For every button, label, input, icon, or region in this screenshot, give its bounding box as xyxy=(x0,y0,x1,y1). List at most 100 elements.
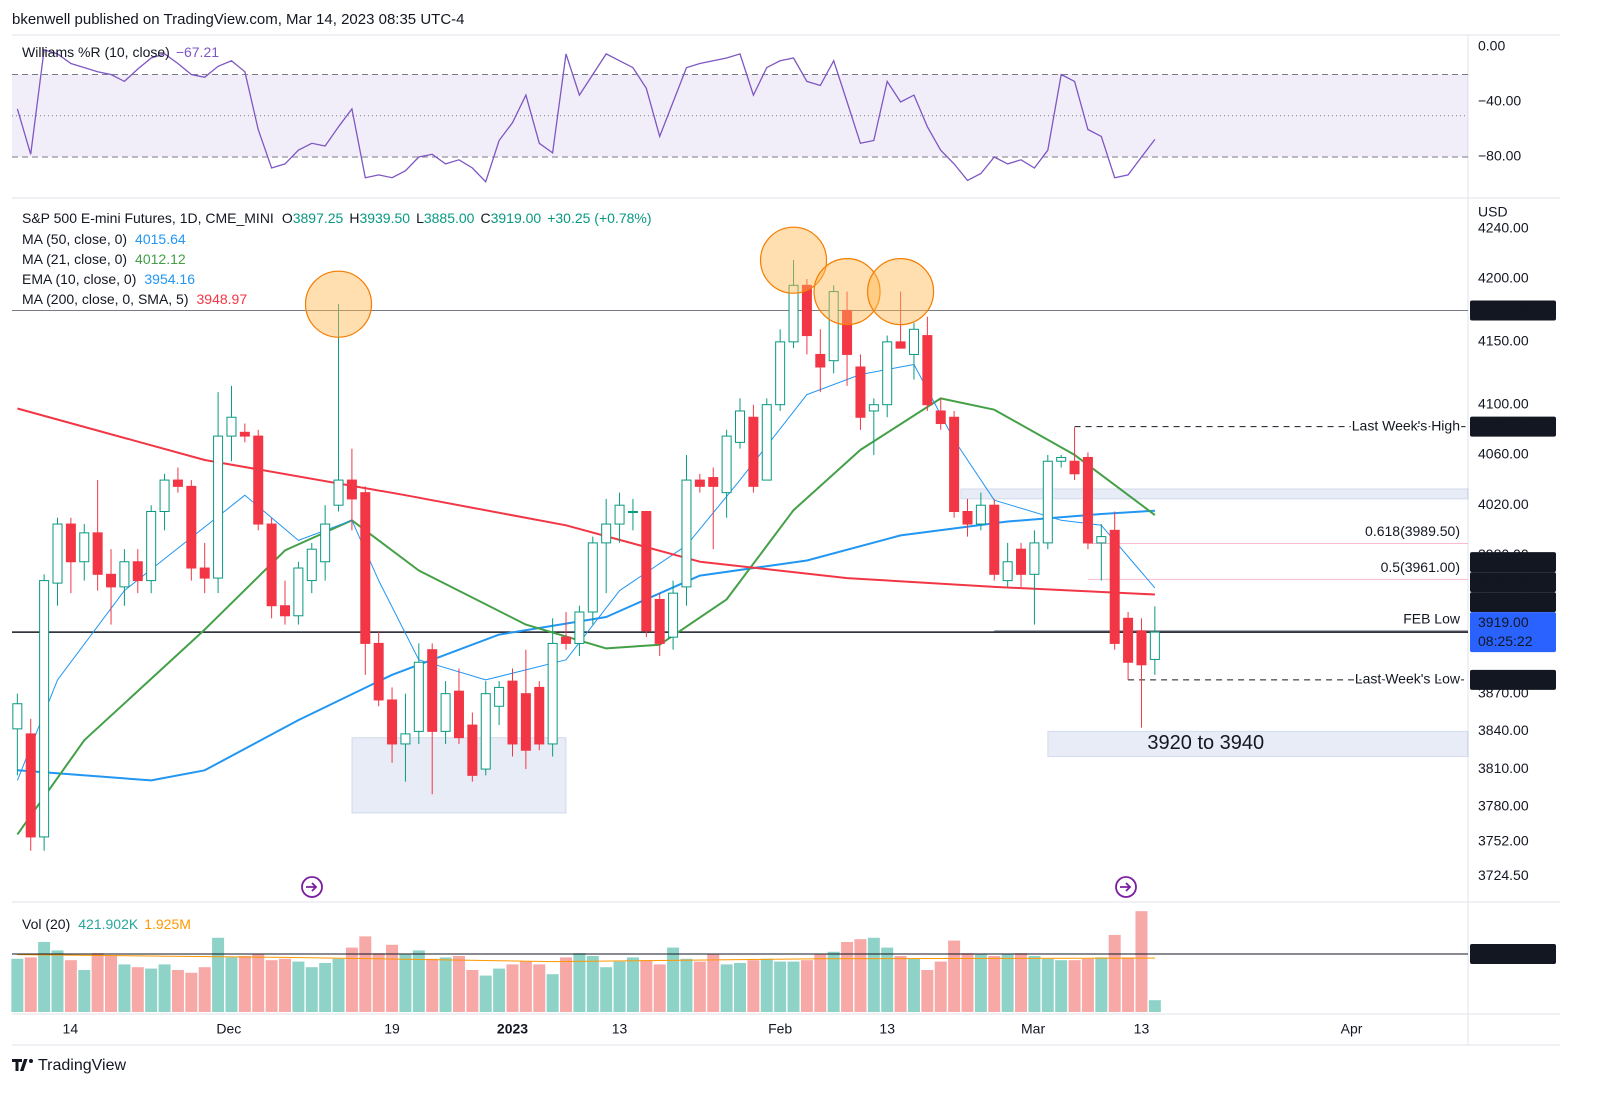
level-label: FEB Low xyxy=(1403,611,1461,627)
candle-body xyxy=(627,510,638,513)
volume-bar xyxy=(1068,960,1081,1012)
y-tick-label: −40.00 xyxy=(1478,93,1521,109)
volume-bar xyxy=(292,961,305,1012)
price-tag xyxy=(1470,552,1556,573)
candle-body xyxy=(400,733,411,745)
volume-bar xyxy=(613,961,626,1012)
legend-title: MA (50, close, 0) xyxy=(22,231,127,247)
volume-bar xyxy=(1055,960,1068,1012)
candle-body xyxy=(547,642,558,745)
volume-bar xyxy=(667,947,680,1012)
candle-body xyxy=(1056,456,1067,462)
volume-bar xyxy=(78,969,91,1012)
candle-body xyxy=(79,532,90,563)
price-legend: S&P 500 E-mini Futures, 1D, CME_MINI O389… xyxy=(22,210,652,226)
volume-bar xyxy=(881,947,894,1012)
candle-body xyxy=(587,542,598,613)
event-icon[interactable] xyxy=(301,876,323,898)
ma-legend: EMA (10, close, 0) 3954.16 xyxy=(22,271,195,287)
y-tick-label: 4100.00 xyxy=(1478,395,1529,411)
volume-bar xyxy=(1122,957,1135,1012)
y-tick-label: 4200.00 xyxy=(1478,270,1529,286)
candle-body xyxy=(882,341,893,406)
zone-label: 3920 to 3940 xyxy=(1147,732,1264,754)
ma-legend: MA (50, close, 0) 4015.64 xyxy=(22,231,186,247)
legend-title: S&P 500 E-mini Futures, 1D, CME_MINI xyxy=(22,210,274,226)
candle-body xyxy=(788,284,799,343)
frame xyxy=(12,34,1560,1046)
volume-bar xyxy=(452,955,465,1012)
ohlc-key: H xyxy=(349,210,359,226)
volume-panel: Vol (20) 421.902K 1.925M xyxy=(11,911,1468,1012)
volume-bar xyxy=(961,953,974,1012)
volume-bar xyxy=(1028,955,1041,1012)
volume-bar xyxy=(305,967,318,1012)
legend-value: −67.21 xyxy=(176,44,219,60)
candle-body xyxy=(1136,630,1147,666)
highlight-circle xyxy=(304,270,373,338)
volume-bar xyxy=(934,961,947,1012)
volume-bar xyxy=(225,957,238,1012)
volume-bar xyxy=(38,941,51,1012)
y-tick-label: 4060.00 xyxy=(1478,446,1529,462)
candle-body xyxy=(306,548,317,582)
legend-title: Williams %R (10, close) xyxy=(22,44,170,60)
price-zone xyxy=(1047,730,1469,758)
volume-bar xyxy=(800,960,813,1012)
event-icon[interactable] xyxy=(1115,876,1137,898)
candle-body xyxy=(293,567,304,617)
y-tick-label: 4150.00 xyxy=(1478,333,1529,349)
candle-body xyxy=(708,477,719,487)
moving-average xyxy=(17,407,1155,596)
volume-bar xyxy=(11,958,24,1012)
volume-bar xyxy=(867,937,880,1012)
y-tick-label: 3810.00 xyxy=(1478,760,1529,776)
candle-body xyxy=(1149,631,1160,660)
candle-body xyxy=(922,335,933,406)
volume-bar xyxy=(693,961,706,1012)
price-tag xyxy=(1470,572,1556,593)
volume-bar xyxy=(279,958,291,1012)
volume-bar xyxy=(426,958,439,1012)
volume-ma xyxy=(17,954,1155,963)
candle-body xyxy=(146,510,157,582)
candle-body xyxy=(480,693,491,770)
volume-bar xyxy=(131,967,144,1012)
legend-title: Vol (20) xyxy=(22,916,70,932)
legend-value: 4012.12 xyxy=(135,251,186,267)
candle-body xyxy=(1016,548,1027,575)
candle-body xyxy=(614,504,625,525)
candle-body xyxy=(520,693,531,751)
volume-bar xyxy=(185,972,198,1012)
candle-body xyxy=(694,479,705,487)
highlight-circle xyxy=(759,226,828,294)
volume-bar xyxy=(1148,1000,1161,1012)
volume-bar xyxy=(252,954,265,1012)
legend-title: MA (200, close, 0, SMA, 5) xyxy=(22,291,189,307)
y-tick-label: 0.00 xyxy=(1478,38,1505,54)
y-tick-label: 4240.00 xyxy=(1478,219,1529,235)
event-icon-arrow xyxy=(1120,882,1132,892)
candle-body xyxy=(855,366,866,418)
legend-value: 4015.64 xyxy=(135,231,186,247)
y-tick-label: 3724.50 xyxy=(1478,867,1529,883)
volume-bar xyxy=(51,950,64,1012)
volume-bar xyxy=(359,936,372,1012)
price-zone xyxy=(960,488,1469,500)
volume-bar xyxy=(988,955,1001,1012)
volume-bar xyxy=(1015,953,1028,1012)
candle-body xyxy=(668,592,679,638)
x-tick-label: Apr xyxy=(1341,1021,1363,1037)
candle-body xyxy=(534,686,545,745)
volume-bar xyxy=(372,953,385,1012)
price-tag-label: 4175.00 xyxy=(1478,301,1529,317)
candle-body xyxy=(172,479,183,487)
candle-body xyxy=(1096,536,1107,544)
ma-legend: MA (200, close, 0, SMA, 5) 3948.97 xyxy=(22,291,247,307)
change: +30.25 (+0.78%) xyxy=(547,210,651,226)
candle-body xyxy=(601,523,612,544)
ohlc-value: 3939.50 xyxy=(359,210,410,226)
ohlc-value: 3897.25 xyxy=(293,210,344,226)
candle-body xyxy=(842,309,853,355)
y-tick-label: 3780.00 xyxy=(1478,797,1529,813)
